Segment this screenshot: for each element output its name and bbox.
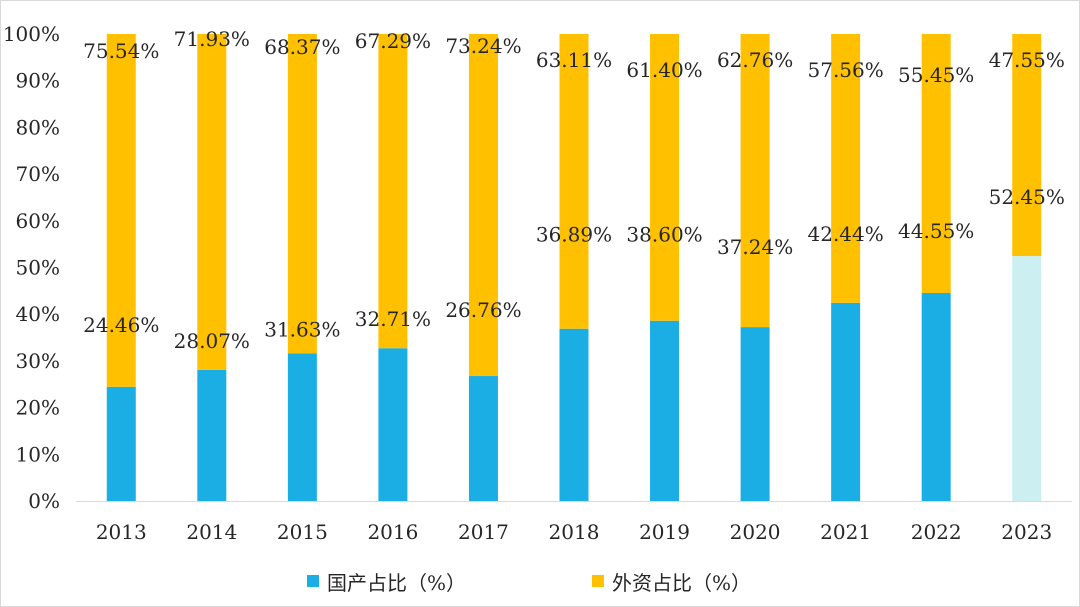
y-tick-label: 80%	[16, 115, 60, 139]
legend-item-foreign: 外资占比（%）	[592, 563, 751, 599]
x-tick-label: 2020	[730, 520, 781, 544]
bar-domestic-2017	[468, 376, 498, 501]
data-label-domestic-2014: 28.07%	[174, 329, 250, 353]
bar-domestic-2023	[1012, 256, 1042, 501]
bar-foreign-2019	[650, 34, 680, 321]
data-label-domestic-2017: 26.76%	[445, 298, 521, 322]
data-label-foreign-2013: 75.54%	[83, 39, 159, 63]
bar-foreign-2016	[378, 34, 408, 349]
bar-foreign-2022	[921, 34, 951, 293]
y-tick-label: 90%	[16, 69, 60, 93]
data-label-domestic-2019: 38.60%	[626, 223, 702, 247]
data-label-foreign-2022: 55.45%	[898, 63, 974, 87]
bar-foreign-2017	[468, 34, 498, 377]
bar-domestic-2020	[740, 327, 770, 501]
legend-label-domestic: 国产占比（%）	[327, 570, 467, 595]
data-label-domestic-2015: 31.63%	[264, 317, 340, 341]
bar-foreign-2015	[287, 34, 317, 354]
legend-label-foreign: 外资占比（%）	[612, 570, 752, 595]
bar-foreign-2013	[106, 34, 136, 387]
y-tick-label: 40%	[16, 302, 60, 326]
data-label-foreign-2015: 68.37%	[264, 35, 340, 59]
data-label-foreign-2020: 62.76%	[717, 48, 793, 72]
data-label-domestic-2020: 37.24%	[717, 235, 793, 259]
legend-item-domestic: 国产占比（%）	[307, 563, 466, 599]
legend-swatch-domestic	[307, 575, 319, 587]
bar-foreign-2023	[1012, 34, 1042, 257]
data-label-foreign-2014: 71.93%	[174, 27, 250, 51]
data-label-domestic-2013: 24.46%	[83, 313, 159, 337]
y-tick-label: 30%	[16, 349, 60, 373]
bar-domestic-2018	[559, 328, 589, 501]
bar-domestic-2015	[287, 353, 317, 501]
data-label-foreign-2021: 57.56%	[808, 58, 884, 82]
data-label-domestic-2023: 52.45%	[989, 185, 1065, 209]
bar-domestic-2013	[106, 386, 136, 501]
bar-foreign-2018	[559, 34, 589, 329]
data-label-foreign-2019: 61.40%	[626, 58, 702, 82]
legend: 国产占比（%） 外资占比（%）	[0, 563, 1080, 599]
bar-domestic-2016	[378, 348, 408, 501]
bar-domestic-2021	[831, 302, 861, 501]
y-tick-label: 100%	[3, 22, 60, 46]
bar-foreign-2014	[197, 34, 227, 370]
y-tick-label: 10%	[16, 442, 60, 466]
y-tick-label: 0%	[28, 489, 60, 513]
stacked-bar-chart: 0% 10% 20% 30% 40% 50% 60% 70% 80% 90% 100% 24.46% 7…	[3, 22, 1072, 544]
data-label-domestic-2016: 32.71%	[355, 307, 431, 331]
x-tick-label: 2013	[96, 520, 147, 544]
bar-domestic-2022	[921, 292, 951, 501]
bar-foreign-2020	[740, 34, 770, 328]
data-label-domestic-2022: 44.55%	[898, 219, 974, 243]
data-label-foreign-2018: 63.11%	[536, 48, 612, 72]
x-tick-label: 2017	[458, 520, 509, 544]
y-tick-label: 20%	[16, 396, 60, 420]
data-label-foreign-2023: 47.55%	[989, 48, 1065, 72]
bar-domestic-2014	[197, 369, 227, 501]
y-tick-label: 60%	[16, 209, 60, 233]
data-label-foreign-2016: 67.29%	[355, 29, 431, 53]
x-tick-label: 2018	[549, 520, 600, 544]
x-tick-label: 2019	[639, 520, 690, 544]
data-label-domestic-2021: 42.44%	[808, 222, 884, 246]
x-tick-label: 2022	[911, 520, 962, 544]
y-tick-label: 70%	[16, 162, 60, 186]
x-tick-label: 2014	[186, 520, 237, 544]
x-tick-label: 2023	[1001, 520, 1052, 544]
legend-swatch-foreign	[592, 575, 604, 587]
bar-foreign-2021	[831, 34, 861, 303]
bar-domestic-2019	[650, 320, 680, 501]
y-tick-label: 50%	[16, 256, 60, 280]
x-tick-label: 2015	[277, 520, 328, 544]
x-tick-label: 2016	[367, 520, 418, 544]
x-tick-label: 2021	[820, 520, 871, 544]
data-label-domestic-2018: 36.89%	[536, 223, 612, 247]
data-label-foreign-2017: 73.24%	[445, 34, 521, 58]
